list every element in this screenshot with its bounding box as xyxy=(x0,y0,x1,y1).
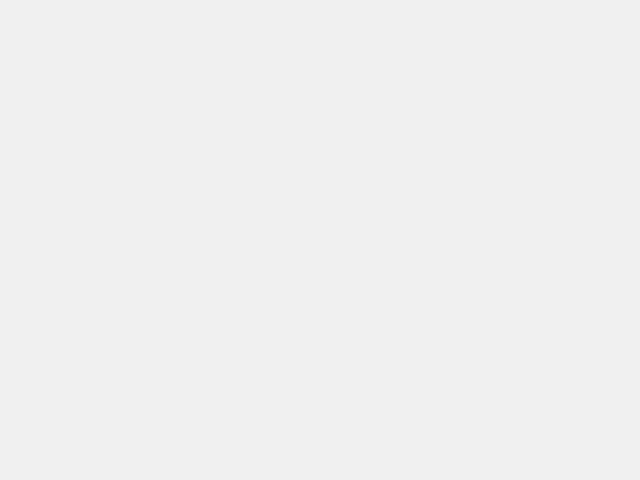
det6-plot xyxy=(427,160,640,320)
chart-panel-det3 xyxy=(427,0,640,160)
chart-panel-det1 xyxy=(0,0,213,160)
det4-plot xyxy=(0,160,213,320)
chart-panel-det2 xyxy=(213,0,426,160)
det1-plot xyxy=(0,0,213,160)
chart-panel-det5 xyxy=(213,160,426,320)
det5-plot xyxy=(213,160,426,320)
det7-plot xyxy=(0,320,213,480)
chart-panel-det6 xyxy=(427,160,640,320)
det9-plot xyxy=(427,320,640,480)
chart-panel-det4 xyxy=(0,160,213,320)
chart-panel-det8 xyxy=(213,320,426,480)
chart-panel-det7 xyxy=(0,320,213,480)
det3-plot xyxy=(427,0,640,160)
y-axis-label xyxy=(430,333,440,449)
det2-plot xyxy=(213,0,426,160)
chart-panel-det9 xyxy=(427,320,640,480)
y-axis-label xyxy=(3,333,13,449)
y-axis-label xyxy=(216,333,226,449)
y-axis-label xyxy=(3,13,13,129)
y-axis-label xyxy=(3,173,13,289)
y-axis-label xyxy=(430,173,440,289)
y-axis-label xyxy=(216,173,226,289)
y-axis-label xyxy=(430,13,440,129)
det8-plot xyxy=(213,320,426,480)
y-axis-label xyxy=(216,13,226,129)
